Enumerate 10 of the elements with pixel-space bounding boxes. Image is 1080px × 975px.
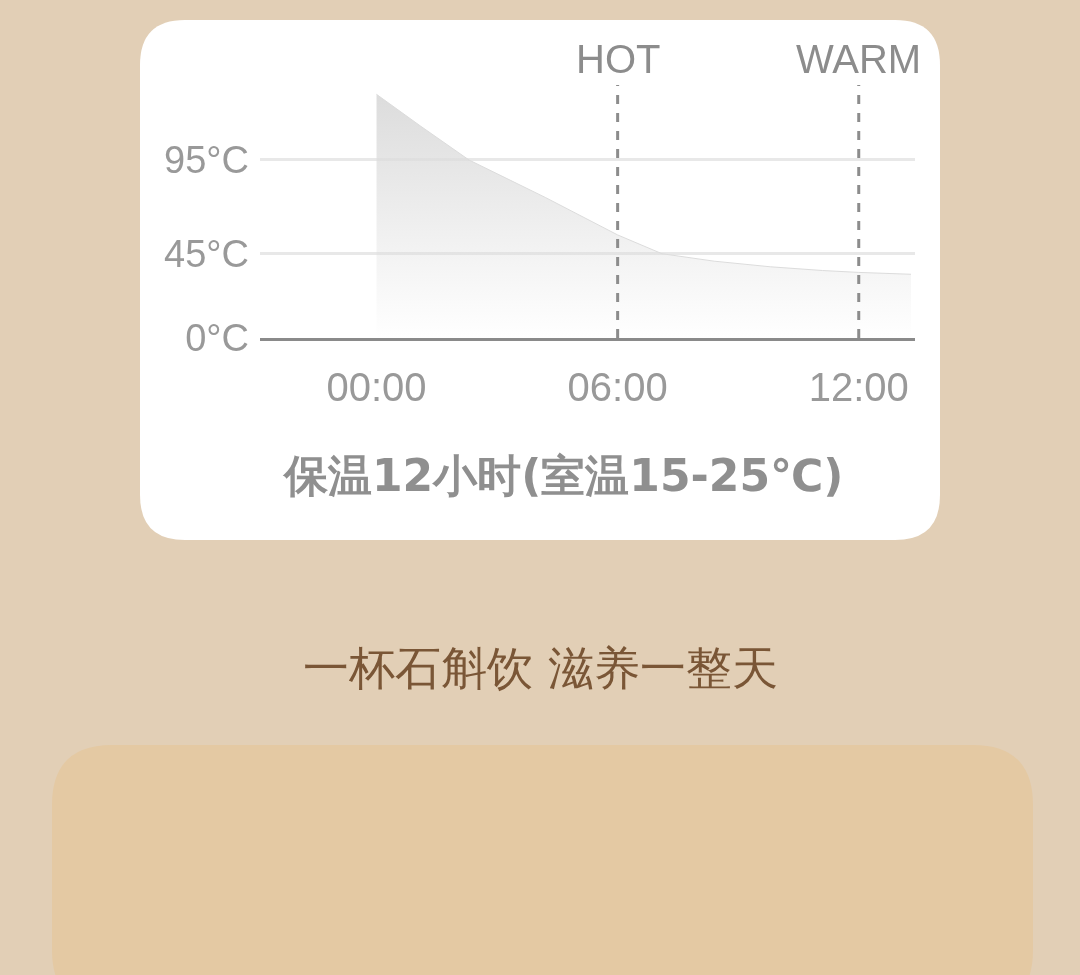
y-tick-label: 95°C (164, 139, 249, 182)
x-tick-label: 00:00 (326, 365, 427, 409)
y-tick-label: 45°C (164, 232, 249, 275)
ref-line-label: HOT (576, 37, 661, 81)
x-tick-label: 12:00 (808, 365, 909, 409)
ref-line-label: WARM (796, 37, 922, 81)
y-tick-label: 0°C (185, 317, 249, 360)
text: 保温12小时(室温15-25℃) (282, 450, 844, 501)
x-tick-label: 06:00 (567, 365, 668, 409)
text: 一杯石斛饮 滋养一整天 (303, 641, 778, 695)
